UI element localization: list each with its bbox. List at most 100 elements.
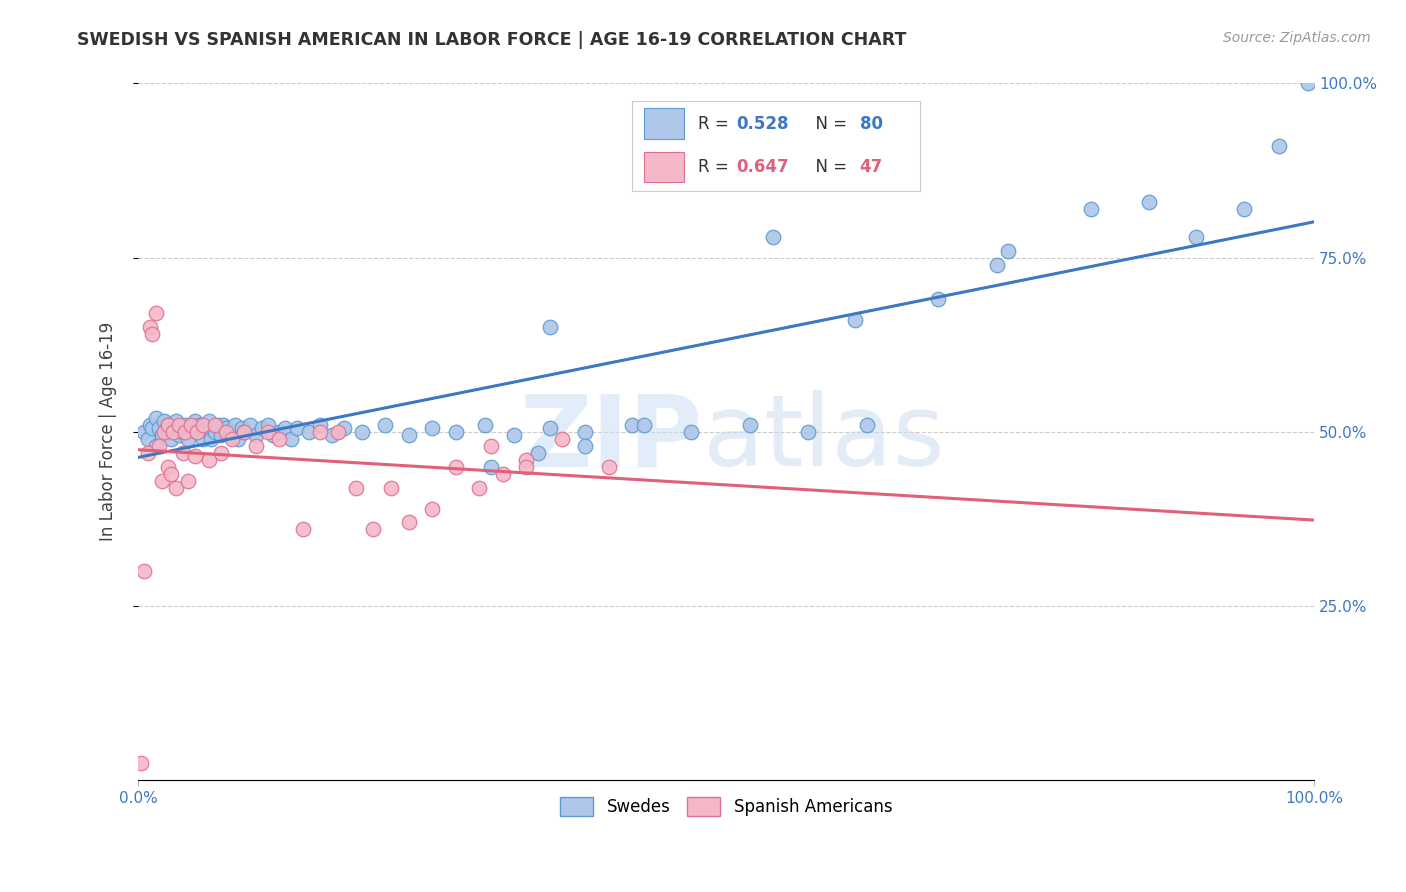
Point xyxy=(468,481,491,495)
Point xyxy=(174,417,197,432)
Point xyxy=(527,446,550,460)
Point xyxy=(160,432,183,446)
Point xyxy=(153,425,176,439)
Point xyxy=(186,425,208,439)
Point xyxy=(165,414,187,428)
Point xyxy=(215,421,238,435)
Point xyxy=(180,421,202,435)
Point xyxy=(226,432,249,446)
Point xyxy=(156,417,179,432)
Point xyxy=(156,459,179,474)
Point xyxy=(538,320,561,334)
Point xyxy=(986,258,1008,272)
Point xyxy=(321,428,343,442)
Point xyxy=(380,481,402,495)
Point xyxy=(160,467,183,481)
Point xyxy=(398,516,420,530)
Point xyxy=(326,425,349,439)
Point xyxy=(856,417,879,432)
Point xyxy=(479,459,502,474)
Text: ZIP: ZIP xyxy=(520,391,703,487)
Point xyxy=(132,564,155,578)
Point xyxy=(141,327,163,342)
Point xyxy=(269,432,291,446)
Point xyxy=(219,428,242,442)
Point xyxy=(538,421,561,435)
Point xyxy=(762,229,785,244)
Point xyxy=(398,428,420,442)
Point xyxy=(1139,194,1161,209)
Point xyxy=(291,523,314,537)
Point xyxy=(245,428,267,442)
Point xyxy=(844,313,866,327)
Point xyxy=(136,432,159,446)
Point xyxy=(344,481,367,495)
Point xyxy=(195,421,218,435)
Point xyxy=(285,421,308,435)
Point xyxy=(997,244,1019,258)
Point xyxy=(474,417,496,432)
Point xyxy=(148,439,170,453)
Point xyxy=(262,428,284,442)
Point xyxy=(239,417,262,432)
Point xyxy=(145,411,167,425)
Point xyxy=(333,421,356,435)
Point xyxy=(209,428,232,442)
Point xyxy=(145,439,167,453)
Point xyxy=(574,425,596,439)
Point xyxy=(204,417,226,432)
Point xyxy=(231,421,253,435)
Point xyxy=(927,293,949,307)
Point xyxy=(444,425,467,439)
Point xyxy=(797,425,820,439)
Point xyxy=(550,432,572,446)
Point xyxy=(150,428,173,442)
Point xyxy=(132,425,155,439)
Point xyxy=(492,467,515,481)
Point xyxy=(150,474,173,488)
Point xyxy=(221,432,243,446)
Point xyxy=(141,421,163,435)
Point xyxy=(444,459,467,474)
Point xyxy=(129,756,152,770)
Point xyxy=(1080,202,1102,216)
Point xyxy=(679,425,702,439)
Point xyxy=(1268,139,1291,153)
Point xyxy=(136,446,159,460)
Point xyxy=(197,414,219,428)
Point xyxy=(209,446,232,460)
Point xyxy=(169,417,191,432)
Point xyxy=(515,452,537,467)
Point xyxy=(250,421,273,435)
Point xyxy=(1296,77,1319,91)
Point xyxy=(374,417,396,432)
Point xyxy=(1232,202,1254,216)
Point xyxy=(145,306,167,320)
Point xyxy=(156,417,179,432)
Point xyxy=(200,432,222,446)
Point xyxy=(139,417,162,432)
Point xyxy=(191,432,214,446)
Point xyxy=(598,459,620,474)
Point xyxy=(180,417,202,432)
Point xyxy=(420,421,443,435)
Point xyxy=(280,432,302,446)
Point xyxy=(738,417,761,432)
Point xyxy=(153,414,176,428)
Point xyxy=(269,425,291,439)
Point xyxy=(156,425,179,439)
Point xyxy=(188,417,211,432)
Point xyxy=(256,417,278,432)
Point xyxy=(363,523,385,537)
Point xyxy=(479,439,502,453)
Point xyxy=(309,425,332,439)
Point xyxy=(233,425,256,439)
Point xyxy=(245,439,267,453)
Point xyxy=(233,425,256,439)
Point xyxy=(298,425,321,439)
Point xyxy=(350,425,373,439)
Point xyxy=(204,425,226,439)
Point xyxy=(309,417,332,432)
Point xyxy=(420,501,443,516)
Text: SWEDISH VS SPANISH AMERICAN IN LABOR FORCE | AGE 16-19 CORRELATION CHART: SWEDISH VS SPANISH AMERICAN IN LABOR FOR… xyxy=(77,31,907,49)
